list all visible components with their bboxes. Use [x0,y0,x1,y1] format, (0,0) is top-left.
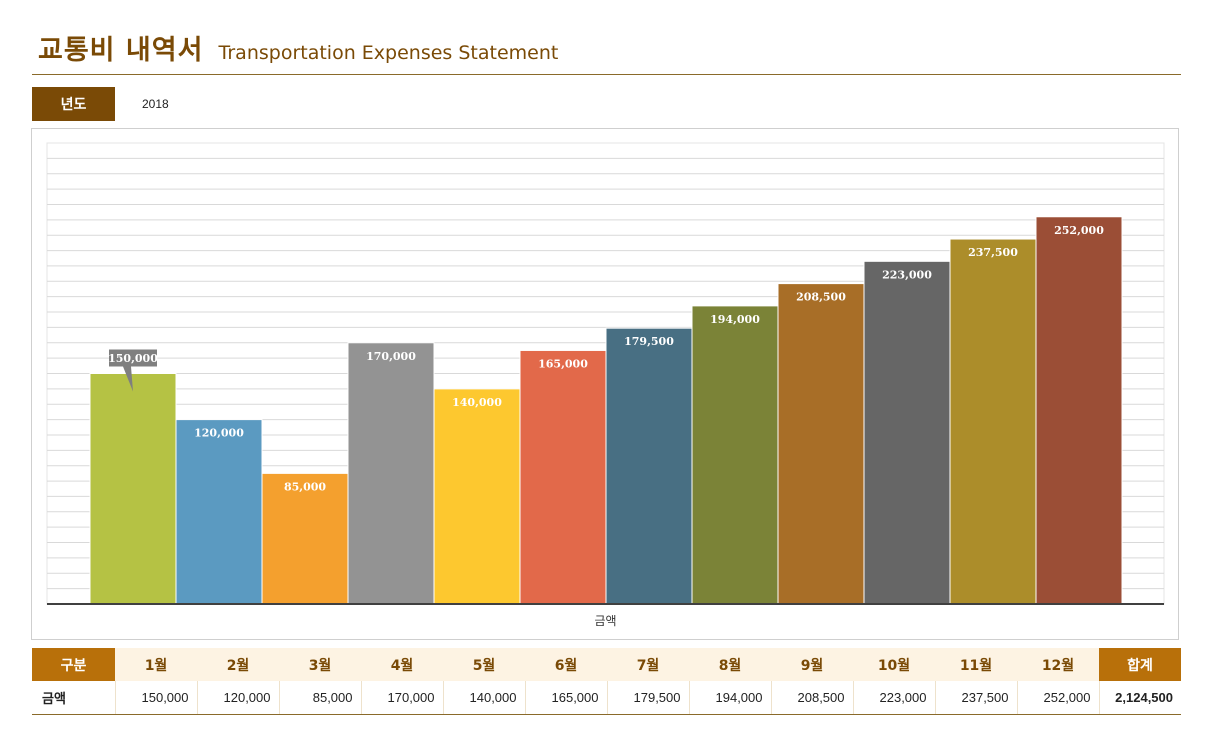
data-label: 140,000 [452,396,502,409]
data-label: 223,000 [882,268,932,281]
header-month: 3월 [279,648,361,681]
title-divider [32,74,1181,75]
header-month: 10월 [853,648,935,681]
title-korean: 교통비 내역서 [38,35,204,66]
bar-8월 [691,305,779,605]
bar-5월 [433,388,521,605]
bar-7월 [605,327,693,605]
table-row: 금액 150,000 120,000 85,000 170,000 140,00… [32,681,1181,715]
data-label: 120,000 [194,427,244,440]
page-title: 교통비 내역서 Transportation Expenses Statemen… [38,28,558,68]
data-label-callout [109,349,157,367]
data-label: 208,500 [796,291,846,304]
data-label: 179,500 [624,335,674,348]
bar-10월 [863,260,951,605]
data-label: 252,000 [1054,224,1104,237]
x-axis-label: 금액 [594,614,616,628]
bar-3월 [261,472,349,605]
title-english: Transportation Expenses Statement [218,42,559,64]
amount-cell[interactable]: 165,000 [525,681,608,715]
amount-cell[interactable]: 150,000 [115,681,198,715]
header-month: 9월 [771,648,853,681]
data-label: 85,000 [284,480,326,493]
expense-table: 구분 1월 2월 3월 4월 5월 6월 7월 8월 9월 10월 11월 12… [32,648,1181,715]
expense-bar-chart: 150,000 120,000 85,000 170,000 140,000 165,00… [46,142,1165,628]
header-month: 8월 [689,648,771,681]
chart-frame: 150,000 120,000 85,000 170,000 140,000 165,00… [31,128,1179,640]
row-label: 금액 [32,681,116,715]
year-label: 년도 [32,87,115,121]
header-month: 1월 [115,648,197,681]
header-month: 7월 [607,648,689,681]
bar-6월 [519,349,607,605]
header-month: 6월 [525,648,607,681]
bar-4월 [347,342,435,605]
header-month: 5월 [443,648,525,681]
bar-11월 [949,238,1037,605]
bar-1월 [89,373,177,605]
header-month: 4월 [361,648,443,681]
header-month: 11월 [935,648,1017,681]
amount-cell[interactable]: 85,000 [279,681,362,715]
data-label: 237,500 [968,246,1018,259]
header-month: 2월 [197,648,279,681]
callout-pointer [123,366,133,392]
amount-cell[interactable]: 223,000 [853,681,936,715]
header-total: 합계 [1099,648,1181,681]
header-month: 12월 [1017,648,1099,681]
data-label: 194,000 [710,313,760,326]
amount-cell[interactable]: 237,500 [935,681,1018,715]
amount-cell[interactable]: 170,000 [361,681,444,715]
total-cell[interactable]: 2,124,500 [1099,681,1181,715]
data-label: 165,000 [538,357,588,370]
amount-cell[interactable]: 120,000 [197,681,280,715]
amount-cell[interactable]: 252,000 [1017,681,1100,715]
year-value[interactable]: 2018 [142,97,169,111]
bar-9월 [777,283,865,605]
bar-12월 [1035,216,1123,605]
amount-cell[interactable]: 208,500 [771,681,854,715]
bar-2월 [175,419,263,605]
amount-cell[interactable]: 179,500 [607,681,690,715]
table-header-row: 구분 1월 2월 3월 4월 5월 6월 7월 8월 9월 10월 11월 12… [32,648,1181,681]
amount-cell[interactable]: 140,000 [443,681,526,715]
data-label: 150,000 [108,352,158,365]
header-category: 구분 [32,648,115,681]
data-label: 170,000 [366,350,416,363]
amount-cell[interactable]: 194,000 [689,681,772,715]
